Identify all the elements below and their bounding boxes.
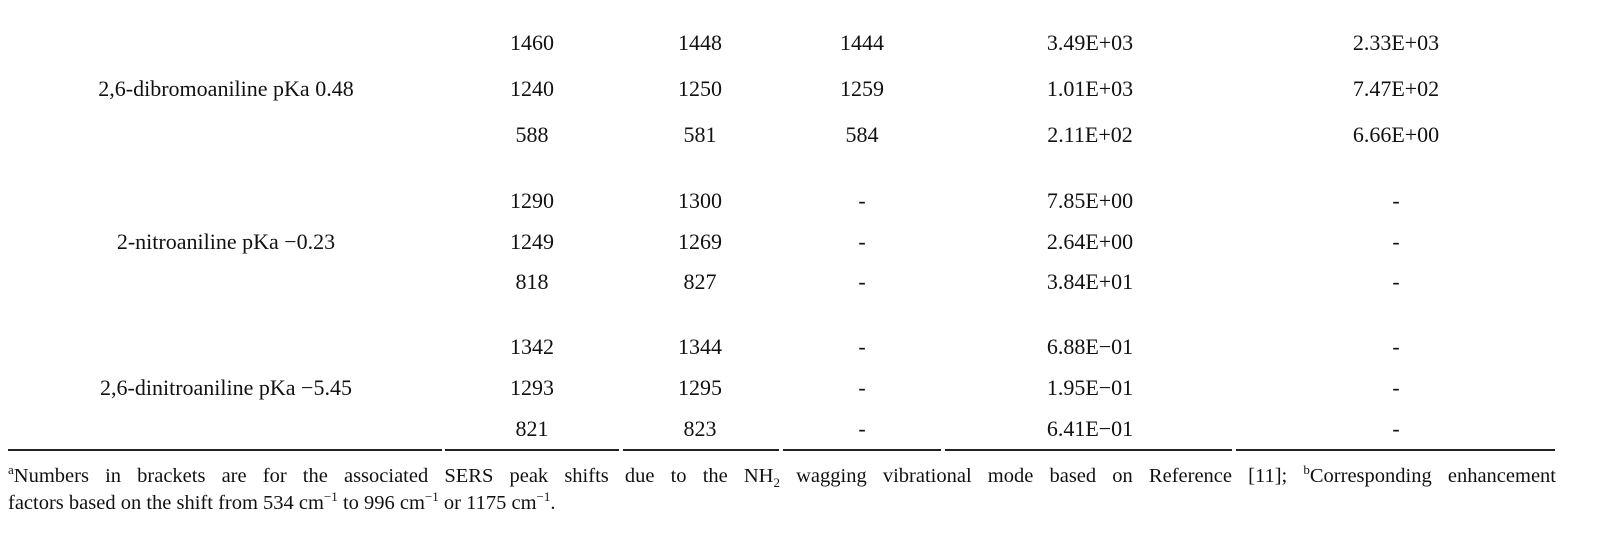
table-cell: 1.01E+03 [1046,76,1134,101]
footnote-text: Corresponding enhancement [1309,465,1556,487]
table-cell: 1259 [840,76,884,101]
table-cell: 818 [515,269,549,294]
table-cell: 1240 [510,76,554,101]
table-cell: 1444 [840,30,884,55]
footnote-text: a [8,462,14,478]
table-cell: - [1392,416,1400,441]
footnote-text: 2 [773,475,780,491]
table-cell: - [1392,188,1400,213]
table-cell: 1342 [510,334,554,359]
table-cell: 588 [515,122,549,147]
table-cell: 1293 [510,375,554,400]
footnote-line: aNumbers in brackets are for the associa… [8,462,1556,491]
footnote-text: b [1303,462,1310,478]
table-cell: - [1392,269,1400,294]
table-cell: 821 [515,416,549,441]
footnote-text: −1 [424,489,439,505]
table-rule [783,449,941,451]
table-cell: - [858,375,866,400]
table-cell: 2.64E+00 [1046,228,1134,254]
table-cell: 1290 [510,188,554,213]
table-cell: 6.88E−01 [1046,334,1134,359]
table-cell: 1295 [678,375,722,400]
table-cell: 1344 [678,334,722,359]
table-cell: 1269 [678,228,722,254]
footnote-text: −1 [536,489,551,505]
table-cell: - [1392,334,1400,359]
table-rule [623,449,779,451]
table-cell: 823 [683,416,717,441]
table-cell: 1460 [510,30,554,55]
table-cell: 1448 [678,30,722,55]
table-cell: 2.33E+03 [1352,30,1440,55]
row-label: 2,6-dinitroaniline pKa −5.45 [100,375,352,400]
table-cell: 1.95E−01 [1046,375,1134,400]
table-cell: 1300 [678,188,722,213]
table-cell: 3.49E+03 [1046,30,1134,55]
footnote-text: wagging vibrational mode based on Refere… [779,465,1304,487]
footnote-text: or 1175 cm [438,492,537,514]
table-cell: - [858,269,866,294]
table-cell: - [858,188,866,213]
row-label: 2,6-dibromoaniline pKa 0.48 [98,76,354,101]
footnote-text: Numbers in brackets are for the associat… [13,465,774,487]
footnote-text: to 996 cm [337,492,425,514]
table-rule [445,449,619,451]
table-cell: 7.85E+00 [1046,188,1134,213]
table-cell: - [1392,375,1400,400]
footnote-line: factors based on the shift from 534 cm−1… [8,489,1556,515]
footnote-text: −1 [323,489,338,505]
table-rule [8,449,442,451]
row-label: 2-nitroaniline pKa −0.23 [116,228,336,254]
table-cell: 827 [683,269,717,294]
table-cell: 6.41E−01 [1046,416,1134,441]
table-cell: 3.84E+01 [1046,269,1134,294]
footnote-text: . [550,492,556,514]
table-cell: 6.66E+00 [1352,122,1440,147]
table-cell: 584 [845,122,879,147]
table-cell: 581 [683,122,717,147]
table-cell: - [1392,228,1400,254]
table-cell: 7.47E+02 [1352,76,1440,101]
table-cell: 1250 [678,76,722,101]
table-rule [945,449,1232,451]
table-cell: - [858,228,866,254]
table-rule [1236,449,1555,451]
footnote-text: factors based on the shift from 534 cm [8,492,324,514]
table-cell: - [858,334,866,359]
table-cell: - [858,416,866,441]
table-cell: 1249 [510,228,554,254]
table-cell: 2.11E+02 [1047,122,1133,147]
